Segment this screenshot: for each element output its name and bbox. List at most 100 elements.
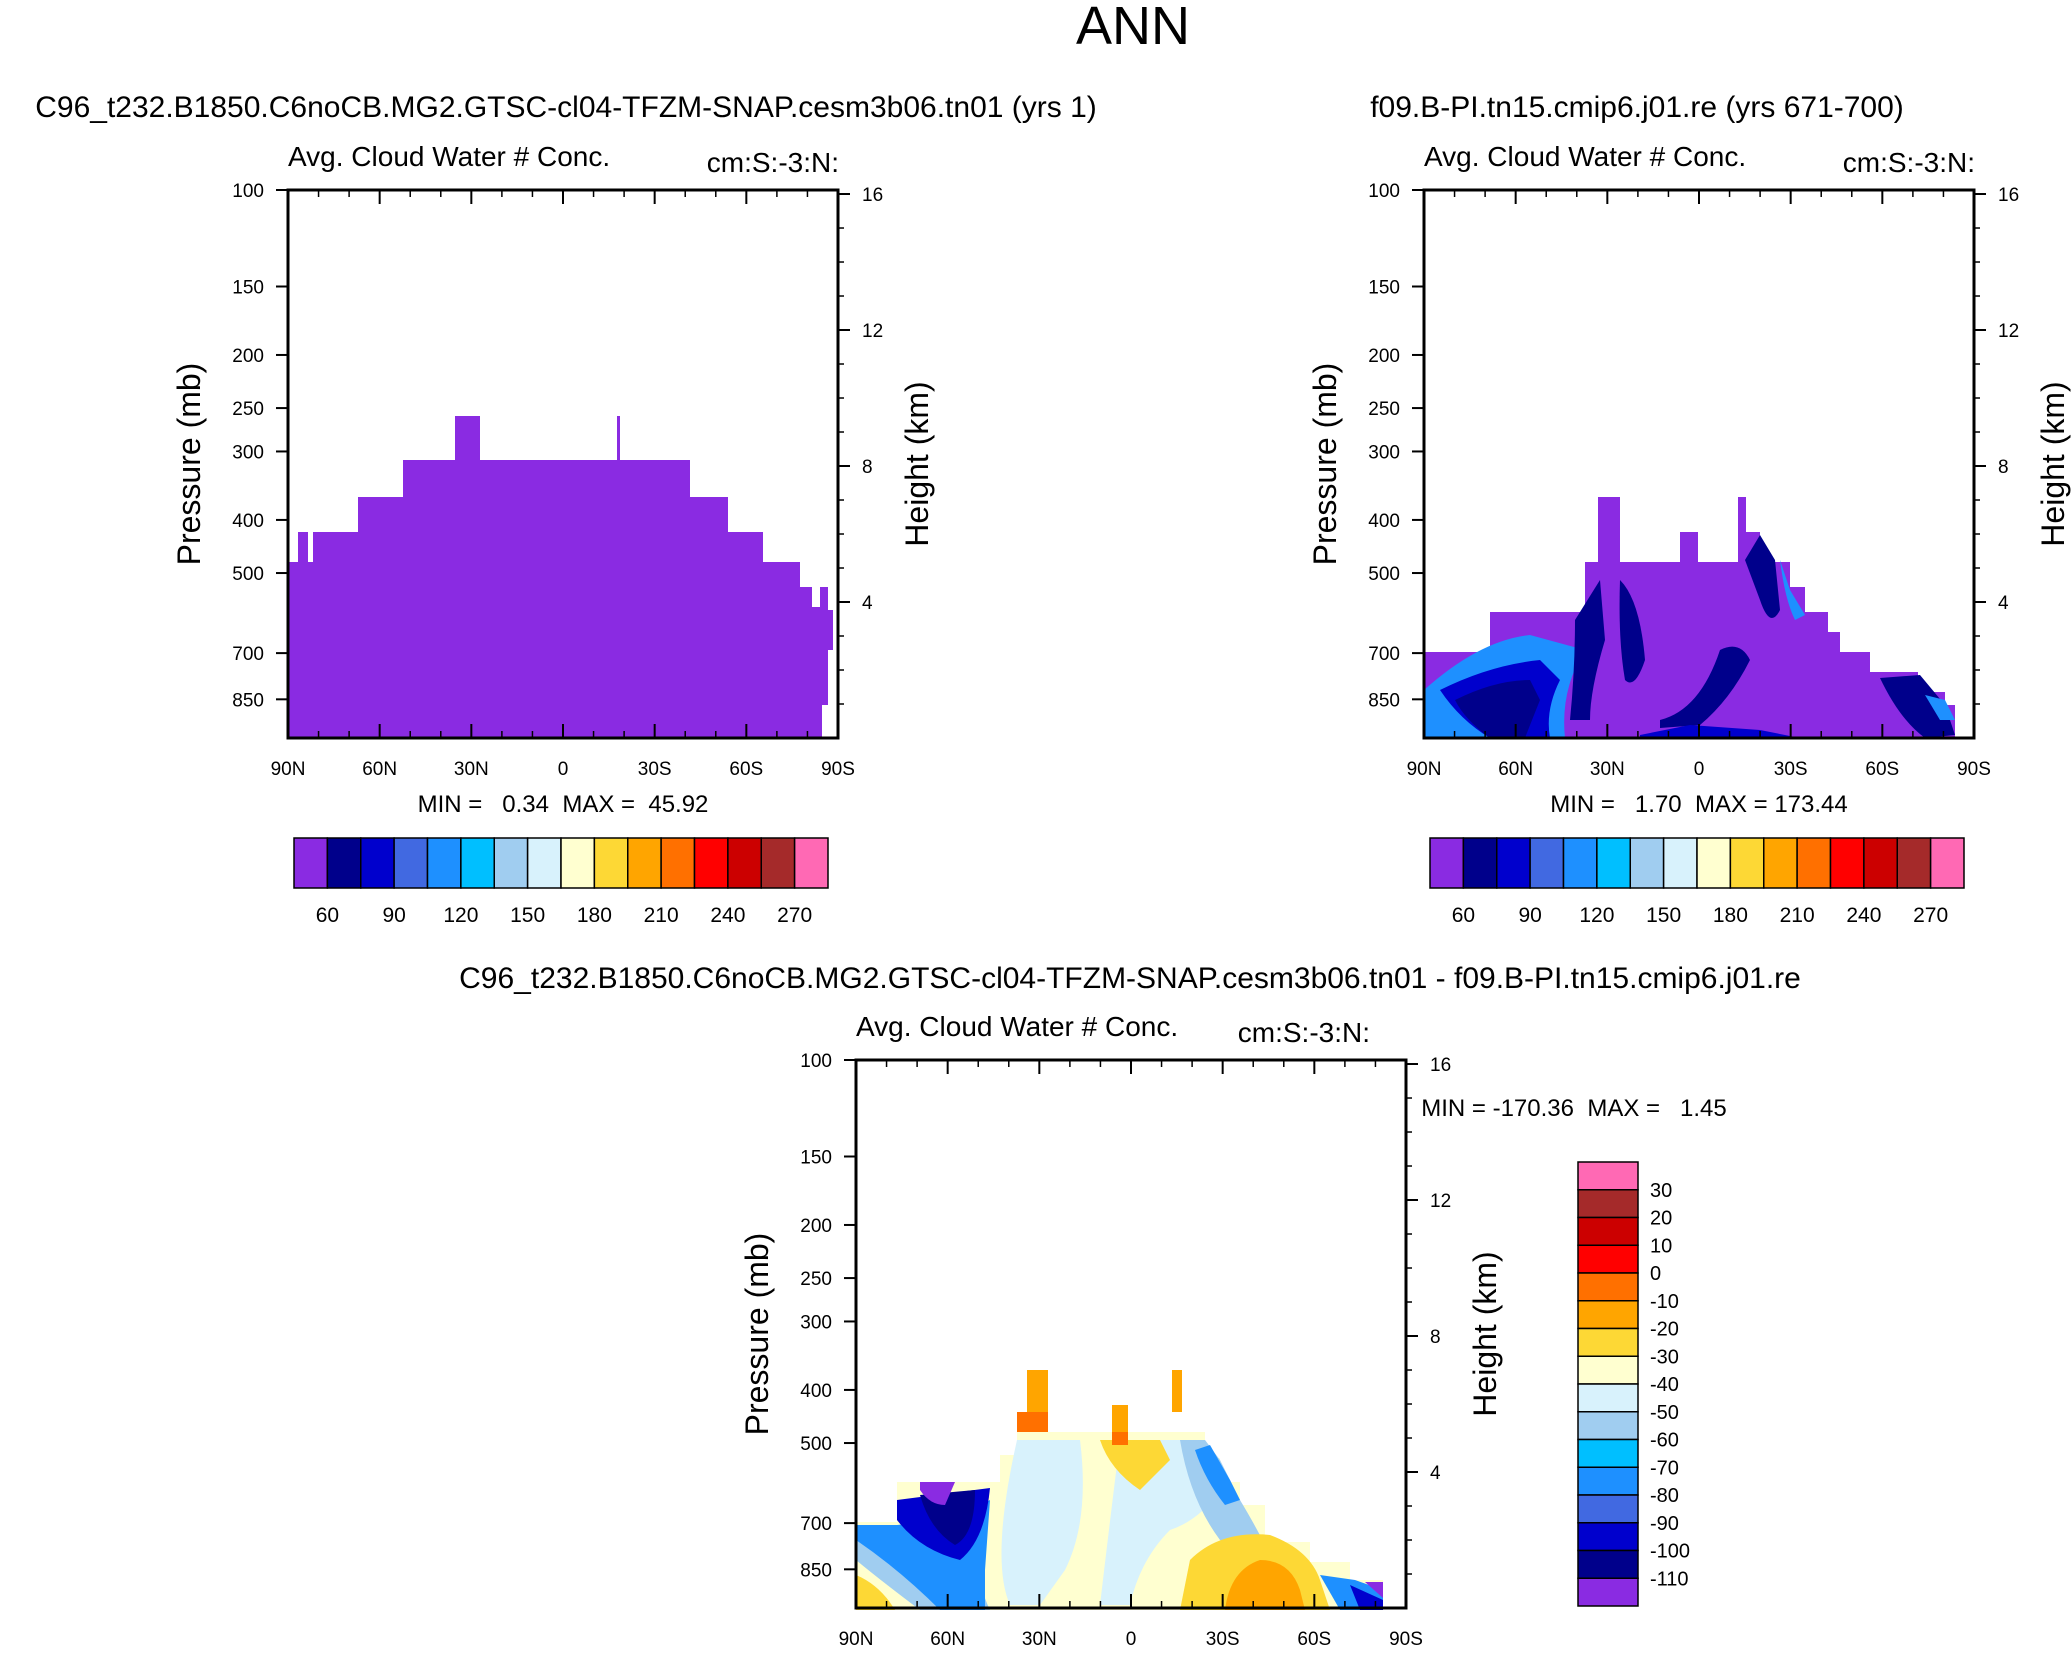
colorbar-label: 180 xyxy=(577,904,612,927)
colorbar-swatch xyxy=(1729,837,1765,889)
y-tick-label: 100 xyxy=(1368,181,1400,202)
x-tick-label: 60N xyxy=(362,759,397,780)
x-tick-label: 60S xyxy=(1297,1629,1331,1650)
height-tick-label: 16 xyxy=(1998,185,2019,206)
colorbar-swatch xyxy=(1562,837,1598,889)
diff-field-region xyxy=(1172,1370,1182,1412)
colorbar-swatch xyxy=(727,837,762,889)
y-tick-label: 300 xyxy=(232,442,264,463)
colorbar-swatch xyxy=(1577,1549,1639,1579)
x-tick-label: 60N xyxy=(1498,759,1533,780)
colorbar-label: -30 xyxy=(1650,1346,1679,1368)
y-tick-label: 150 xyxy=(800,1147,832,1168)
diff-field-region xyxy=(1027,1370,1048,1412)
colorbar-swatch xyxy=(1462,837,1498,889)
low-bias-band xyxy=(1880,675,1955,738)
x-tick-label: 0 xyxy=(1126,1629,1137,1650)
x-tick-group: 90N 60N 30N 0 30S 60S 90S xyxy=(839,1060,1423,1650)
colorbar-swatch xyxy=(460,837,495,889)
height-tick-label: 16 xyxy=(862,185,883,206)
x-tick-label: 30N xyxy=(1590,759,1625,780)
height-tick-group: 16 12 8 4 xyxy=(1406,1055,1451,1575)
colorbar-swatch xyxy=(1596,837,1631,889)
colorbar-label: 150 xyxy=(510,904,545,927)
colorbar-swatch xyxy=(1896,837,1932,889)
colorbar-swatch xyxy=(1577,1300,1639,1330)
height-tick-label: 12 xyxy=(862,321,883,342)
colorbar-swatch xyxy=(593,837,629,889)
colorbar-swatch xyxy=(1863,837,1898,889)
colorbar-swatch xyxy=(1929,837,1965,889)
y-tick-label: 200 xyxy=(1368,346,1400,367)
x-tick-label: 90N xyxy=(839,1629,874,1650)
height-tick-label: 4 xyxy=(1998,593,2009,614)
panel-case-label: C96_t232.B1850.C6noCB.MG2.GTSC-cl04-TFZM… xyxy=(35,91,1097,124)
x-tick-label: 60S xyxy=(729,759,763,780)
colorbar-swatch xyxy=(426,837,462,889)
panel-variable-label: Avg. Cloud Water # Conc. xyxy=(288,141,610,172)
diff-field-region xyxy=(920,1482,955,1505)
field-shapes xyxy=(856,1370,1383,1610)
x-tick-label: 90S xyxy=(821,759,855,780)
height-tick-label: 8 xyxy=(1998,457,2009,478)
x-tick-label: 30S xyxy=(1206,1629,1240,1650)
low-bias-band xyxy=(1745,535,1780,618)
colorbar-swatch xyxy=(1529,837,1565,889)
panel-units-label: cm:S:-3:N: xyxy=(1238,1017,1370,1048)
colorbar-swatch xyxy=(760,837,796,889)
x-tick-label: 60S xyxy=(1865,759,1899,780)
y-tick-label: 100 xyxy=(800,1051,832,1072)
x-tick-label: 30S xyxy=(638,759,672,780)
min-max-label: MIN = 1.70 MAX = 173.44 xyxy=(1550,791,1848,818)
colorbar-swatch xyxy=(1577,1244,1639,1274)
y-tick-group: 100 150 200 250 300 400 500 700 850 xyxy=(1368,181,1424,711)
colorbar-swatch xyxy=(560,837,596,889)
colorbar-label: 60 xyxy=(316,904,339,927)
colorbar-label: -40 xyxy=(1650,1374,1679,1396)
y-tick-label: 250 xyxy=(232,399,264,420)
y-tick-group: 100 150 200 250 300 400 500 700 850 xyxy=(800,1051,856,1581)
y-tick-label: 700 xyxy=(800,1514,832,1535)
x-tick-label: 30N xyxy=(454,759,489,780)
y-tick-label: 250 xyxy=(800,1269,832,1290)
colorbar-label: -100 xyxy=(1650,1541,1690,1563)
y-tick-label: 700 xyxy=(1368,644,1400,665)
diff-field-region xyxy=(1225,1560,1305,1610)
diff-field-region xyxy=(1112,1432,1128,1445)
height-tick-label: 12 xyxy=(1430,1191,1451,1212)
colorbar-label: 60 xyxy=(1452,904,1475,927)
colorbar-swatch xyxy=(1577,1327,1639,1357)
panel-case-label: f09.B-PI.tn15.cmip6.j01.re (yrs 671-700) xyxy=(1370,91,1904,124)
panel-variable-label: Avg. Cloud Water # Conc. xyxy=(1424,141,1746,172)
y-tick-label: 150 xyxy=(1368,277,1400,298)
panel-test-case: C96_t232.B1850.C6noCB.MG2.GTSC-cl04-TFZM… xyxy=(35,91,1097,927)
colorbar-label: 90 xyxy=(382,904,405,927)
y-tick-label: 500 xyxy=(800,1434,832,1455)
low-bias-band xyxy=(1925,695,1955,720)
colorbar-swatch xyxy=(1829,837,1865,889)
colorbar-swatch xyxy=(660,837,696,889)
y-tick-label: 300 xyxy=(1368,442,1400,463)
panel-control-case: f09.B-PI.tn15.cmip6.j01.re (yrs 671-700)… xyxy=(1307,91,2071,927)
colorbar-swatch xyxy=(1577,1161,1639,1191)
colorbar-label: 120 xyxy=(1579,904,1614,927)
colorbar-swatch xyxy=(1662,837,1698,889)
cloud-field-region xyxy=(288,416,833,738)
low-bias-band xyxy=(1780,560,1805,620)
x-tick-label: 30S xyxy=(1774,759,1808,780)
x-tick-label: 0 xyxy=(1694,759,1705,780)
x-tick-label: 90N xyxy=(271,759,306,780)
diff-field-region xyxy=(856,1575,895,1610)
y-tick-label: 500 xyxy=(1368,564,1400,585)
low-bias-band xyxy=(1619,580,1645,683)
y-tick-label: 400 xyxy=(800,1381,832,1402)
low-bias-band xyxy=(1570,580,1605,720)
colorbar-swatch xyxy=(1496,837,1531,889)
y-tick-label: 700 xyxy=(232,644,264,665)
y-tick-label: 150 xyxy=(232,277,264,298)
diff-field-region xyxy=(1001,1440,1083,1605)
colorbar-label: 90 xyxy=(1518,904,1541,927)
colorbar-label: -10 xyxy=(1650,1291,1679,1313)
y-tick-label: 250 xyxy=(1368,399,1400,420)
colorbar-label: 20 xyxy=(1650,1208,1672,1230)
